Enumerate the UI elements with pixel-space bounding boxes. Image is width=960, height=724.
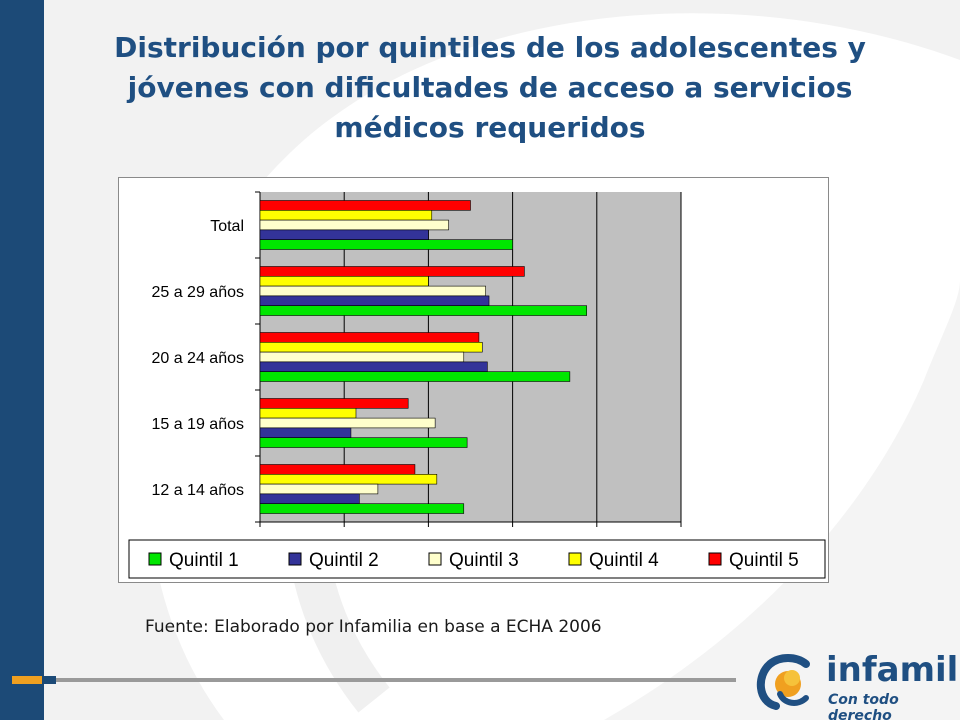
bar-1-0	[259, 229, 429, 241]
bar-3-3	[259, 408, 357, 419]
bar-4-1	[259, 266, 525, 277]
chart-container: Total 25 a 29 años 20 a 24 años 15 a 19 año…	[118, 177, 829, 583]
legend-swatch-3	[568, 552, 582, 566]
legend-swatch-0	[148, 552, 162, 566]
bar-1-1	[259, 295, 490, 307]
legend-label-2: Quintil 3	[449, 550, 519, 571]
category-label-3: 15 a 19 años	[151, 416, 244, 433]
logo-tagline: Con todo derecho	[828, 692, 899, 724]
category-label-0: Total	[210, 218, 244, 235]
bar-3-4	[259, 473, 438, 485]
bar-2-3	[259, 417, 436, 429]
chart-legend: Quintil 1 Quintil 2 Quintil 3 Quintil 4 Quin…	[148, 550, 799, 571]
bar-1-3	[259, 427, 352, 438]
category-label-1: 25 a 29 años	[151, 284, 244, 301]
category-label-4: 12 a 14 años	[151, 482, 244, 499]
bar-2-0	[259, 219, 449, 231]
bar-2-4	[259, 483, 379, 495]
slide-title: Distribución por quintiles de los adoles…	[114, 31, 866, 144]
bar-4-0	[259, 200, 471, 211]
legend-label-4: Quintil 5	[729, 550, 799, 571]
axis-ticks	[255, 191, 682, 527]
legend-swatch-1	[288, 552, 302, 566]
legend-swatch-2	[428, 552, 442, 566]
bar-0-2	[259, 371, 571, 382]
bar-marks	[259, 200, 587, 514]
bar-4-4	[259, 464, 416, 475]
bar-2-1	[259, 285, 486, 297]
bar-1-2	[259, 361, 488, 372]
bar-0-4	[259, 503, 465, 514]
logo-wordmark: infamilia	[826, 650, 960, 690]
logo-emblem-icon	[757, 654, 810, 710]
legend-label-3: Quintil 4	[589, 550, 659, 571]
bar-4-3	[259, 398, 409, 409]
bar-0-1	[259, 305, 587, 316]
infamilia-logo: infamilia Con todo derecho	[754, 650, 960, 724]
bar-4-2	[259, 332, 480, 343]
source-note: Fuente: Elaborado por Infamilia en base …	[145, 617, 602, 637]
bottom-decorative-bar	[12, 676, 736, 684]
bar-2-2	[259, 351, 465, 363]
bar-3-1	[259, 276, 429, 287]
bar-1-4	[259, 493, 360, 504]
bar-0-0	[259, 239, 513, 250]
legend-swatch-4	[708, 552, 722, 566]
left-decorative-band	[0, 0, 44, 720]
category-label-2: 20 a 24 años	[151, 350, 244, 367]
category-labels: Total 25 a 29 años 20 a 24 años 15 a 19 año…	[151, 218, 244, 499]
bar-0-3	[259, 437, 468, 448]
quintile-bar-chart: Total 25 a 29 años 20 a 24 años 15 a 19 año…	[128, 191, 826, 579]
legend-label-1: Quintil 2	[309, 550, 379, 571]
legend-label-0: Quintil 1	[169, 550, 239, 571]
bar-3-0	[259, 209, 433, 221]
bar-3-2	[259, 342, 483, 353]
